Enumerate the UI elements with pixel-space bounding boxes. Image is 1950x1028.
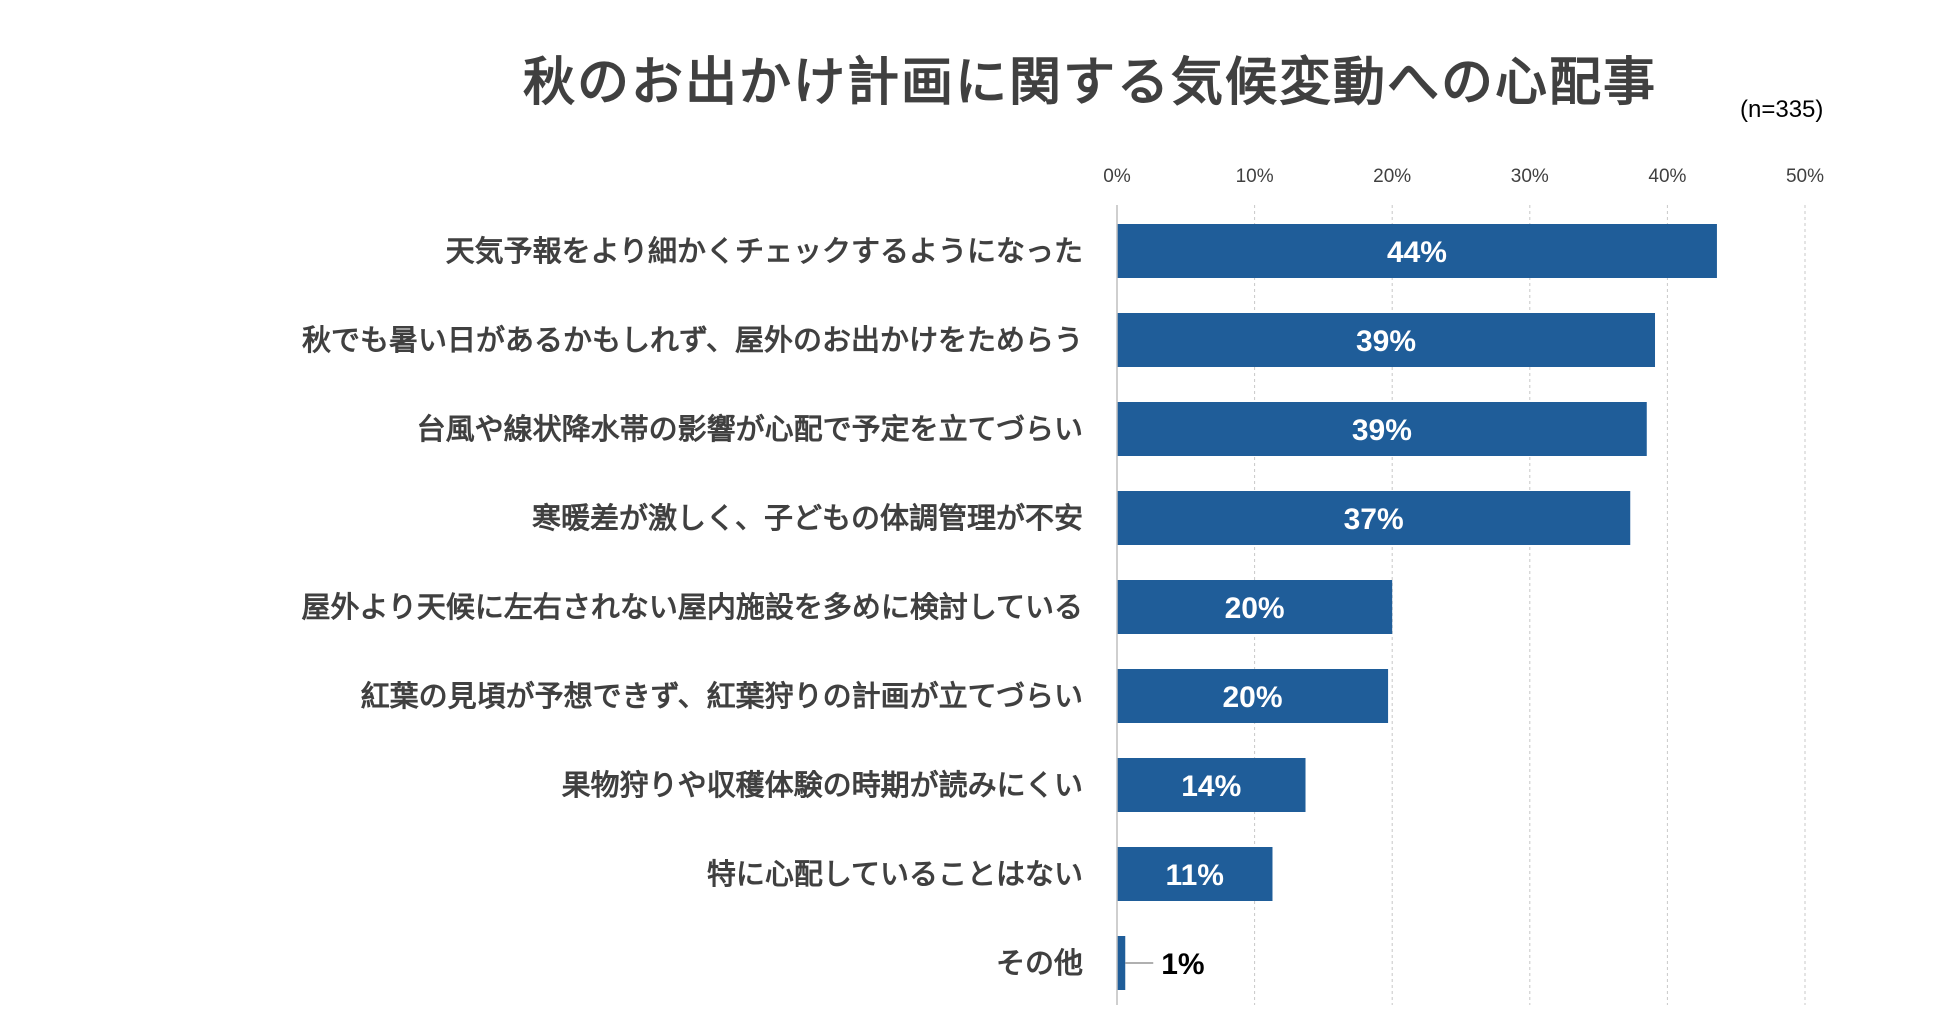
category-label: 天気予報をより細かくチェックするようになった (446, 234, 1083, 268)
bar (1117, 313, 1656, 367)
x-tick-label: 50% (1786, 166, 1824, 187)
category-label: 屋外より天候に左右されない屋内施設を多めに検討している (301, 590, 1083, 624)
category-label: 果物狩りや収穫体験の時期が読みにくい (562, 768, 1083, 802)
data-label: 37% (1344, 503, 1404, 536)
x-tick-label: 20% (1373, 166, 1411, 187)
data-label: 20% (1225, 592, 1285, 625)
data-label: 11% (1166, 859, 1224, 892)
x-tick-label: 30% (1511, 166, 1549, 187)
bar (1117, 491, 1631, 545)
bar (1117, 936, 1126, 990)
x-tick-label: 40% (1648, 166, 1686, 187)
chart-title: 秋のお出かけ計画に関する気候変動への心配事 (522, 53, 1657, 113)
data-label: 14% (1181, 770, 1241, 803)
data-label: 39% (1352, 414, 1412, 447)
x-tick-label: 10% (1236, 166, 1274, 187)
data-label: 44% (1387, 236, 1447, 269)
data-label: 1% (1161, 948, 1204, 981)
bar (1117, 580, 1393, 634)
category-label: 紅葉の見頃が予想できず、紅葉狩りの計画が立てづらい (361, 679, 1083, 713)
bar (1117, 669, 1389, 723)
data-label: 39% (1356, 325, 1416, 358)
category-label: 台風や線状降水帯の影響が心配で予定を立てづらい (417, 412, 1083, 446)
category-label: 特に心配していることはない (707, 857, 1083, 891)
bar (1117, 758, 1306, 812)
x-tick-label: 0% (1103, 166, 1131, 187)
data-label: 20% (1223, 681, 1283, 714)
sample-size-note: (n=335) (1740, 96, 1824, 123)
category-label: 秋でも暑い日があるかもしれず、屋外のお出かけをためらう (302, 323, 1083, 357)
bar (1117, 224, 1717, 278)
bar (1117, 847, 1273, 901)
bar (1117, 402, 1647, 456)
category-label: 寒暖差が激しく、子どもの体調管理が不安 (532, 501, 1083, 535)
category-label: その他 (996, 946, 1083, 980)
